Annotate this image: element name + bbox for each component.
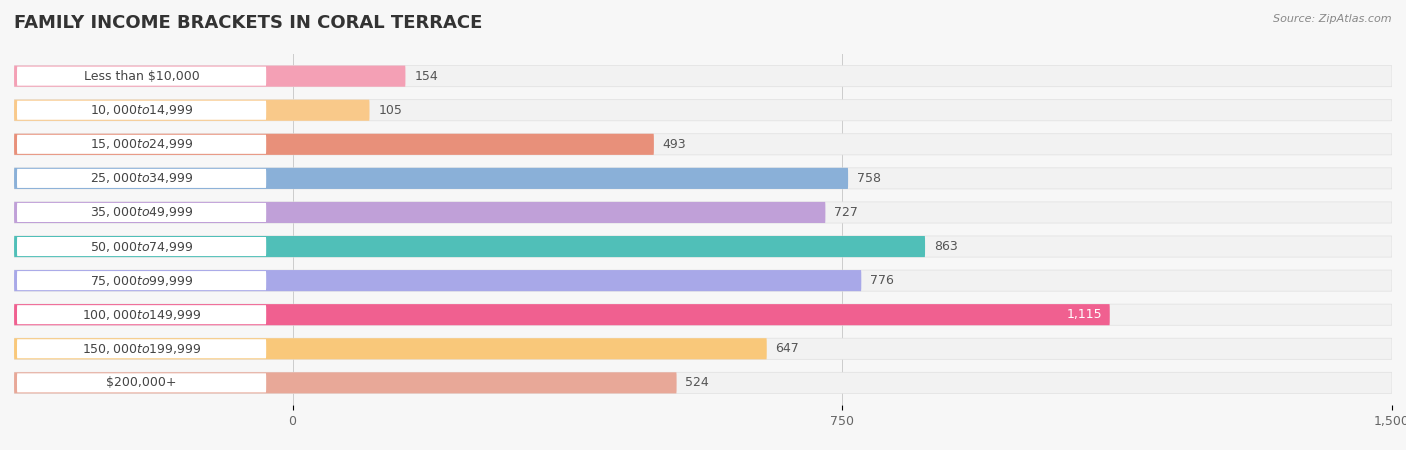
Text: 776: 776 [870,274,894,287]
FancyBboxPatch shape [14,134,654,155]
FancyBboxPatch shape [14,236,1392,257]
Text: $15,000 to $24,999: $15,000 to $24,999 [90,137,194,151]
Text: $10,000 to $14,999: $10,000 to $14,999 [90,103,194,117]
Text: 727: 727 [834,206,858,219]
FancyBboxPatch shape [14,338,766,360]
FancyBboxPatch shape [14,338,1392,360]
Text: $150,000 to $199,999: $150,000 to $199,999 [82,342,201,356]
FancyBboxPatch shape [14,202,825,223]
Text: Source: ZipAtlas.com: Source: ZipAtlas.com [1274,14,1392,23]
FancyBboxPatch shape [14,304,1392,325]
Text: $50,000 to $74,999: $50,000 to $74,999 [90,239,194,253]
FancyBboxPatch shape [14,202,1392,223]
FancyBboxPatch shape [17,67,266,86]
FancyBboxPatch shape [17,203,266,222]
Text: 154: 154 [415,70,439,83]
FancyBboxPatch shape [14,270,862,291]
Text: 1,115: 1,115 [1067,308,1102,321]
Text: 647: 647 [776,342,799,355]
FancyBboxPatch shape [17,135,266,154]
FancyBboxPatch shape [17,339,266,358]
FancyBboxPatch shape [14,66,1392,87]
Text: $100,000 to $149,999: $100,000 to $149,999 [82,308,201,322]
Text: $35,000 to $49,999: $35,000 to $49,999 [90,206,194,220]
FancyBboxPatch shape [14,66,405,87]
FancyBboxPatch shape [14,270,1392,291]
FancyBboxPatch shape [17,169,266,188]
FancyBboxPatch shape [17,237,266,256]
FancyBboxPatch shape [14,168,1392,189]
FancyBboxPatch shape [14,168,848,189]
Text: $200,000+: $200,000+ [107,376,177,389]
Text: 758: 758 [856,172,882,185]
Text: 863: 863 [934,240,957,253]
Text: $25,000 to $34,999: $25,000 to $34,999 [90,171,194,185]
FancyBboxPatch shape [17,305,266,324]
Text: 524: 524 [685,376,709,389]
FancyBboxPatch shape [14,372,1392,393]
Text: FAMILY INCOME BRACKETS IN CORAL TERRACE: FAMILY INCOME BRACKETS IN CORAL TERRACE [14,14,482,32]
FancyBboxPatch shape [17,271,266,290]
FancyBboxPatch shape [14,99,1392,121]
Text: Less than $10,000: Less than $10,000 [84,70,200,83]
FancyBboxPatch shape [17,101,266,120]
FancyBboxPatch shape [14,304,1109,325]
FancyBboxPatch shape [14,134,1392,155]
FancyBboxPatch shape [17,374,266,392]
Text: 493: 493 [662,138,686,151]
Text: 105: 105 [378,104,402,117]
Text: $75,000 to $99,999: $75,000 to $99,999 [90,274,194,288]
FancyBboxPatch shape [14,372,676,393]
FancyBboxPatch shape [14,99,370,121]
FancyBboxPatch shape [14,236,925,257]
